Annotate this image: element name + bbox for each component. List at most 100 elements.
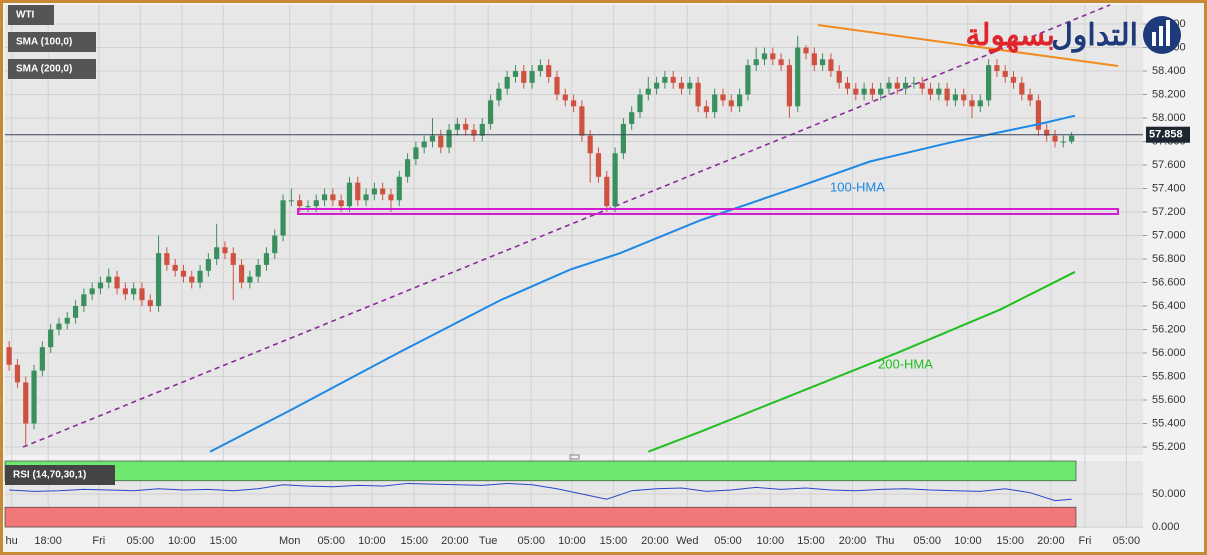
trend-line [22,4,1111,448]
candle-body [305,206,311,208]
x-tick-label: 20:00 [641,535,669,547]
candle-body [645,88,651,95]
x-tick-label: Fri [1078,535,1091,547]
logo-bar [1166,20,1170,46]
candle-body [537,65,543,72]
x-tick-label: 20:00 [441,535,469,547]
candle-body [604,176,610,207]
candle-body [554,76,560,95]
y-tick-label: 55.800 [1152,370,1186,382]
x-tick-label: Fri [92,535,105,547]
y-tick-label: 57.000 [1152,229,1186,241]
candle-body [438,135,444,148]
candle-body [122,288,128,295]
logo-tagline: بسهولة [965,19,1055,53]
grid [5,5,1143,528]
candle-body [869,88,876,95]
x-tick-label: 15:00 [400,535,428,547]
candle-body [878,88,884,95]
logo-bar [1152,32,1156,46]
candle-body [446,129,452,148]
candle-body [736,94,743,107]
candle-body [6,347,12,365]
rsi-bands [4,460,1077,528]
indicator-label: SMA (100,0) [16,37,72,48]
candle-body [753,59,759,66]
candle-body [363,194,369,201]
candle-body [164,253,170,265]
candle-body [861,88,867,95]
support-zone [297,208,1119,215]
candle-body [404,159,411,177]
candle-body [662,76,668,83]
candle-body [421,141,427,148]
x-tick-label: hu [6,535,18,547]
y-tick-label: 57.200 [1152,206,1186,218]
candle-body [463,123,469,130]
candle-body [147,300,153,307]
candle-body [197,270,203,283]
indicator-label: SMA (200,0) [16,64,72,75]
y-tick-label: 58.400 [1152,65,1186,77]
candle-body [496,88,502,101]
candle-body [836,71,842,83]
candle-body [969,100,975,107]
candle-body [712,94,718,113]
indicator-box [8,32,96,52]
candle-body [172,264,178,271]
candle-body [97,282,104,289]
candle-body [936,88,942,95]
candle-body [48,329,54,348]
x-tick-label: 15:00 [797,535,825,547]
candle-body [1027,94,1033,101]
candle-body [504,76,510,89]
y-tick-label: 56.600 [1152,276,1186,288]
candle-body [629,112,635,124]
instrument-label: WTI [16,10,35,21]
candle-body [313,200,319,207]
y-tick-label: 57.400 [1152,182,1186,194]
price-panel [5,5,1143,455]
resistance-line [817,24,1119,67]
candle-body [728,100,734,107]
candle-body [695,82,701,107]
candle-body [1035,100,1042,130]
candle-body [919,82,925,89]
candle-body [844,82,851,89]
candle-body [39,347,45,371]
x-tick-label: 15:00 [996,535,1024,547]
candle-body [14,364,21,383]
candle-body [570,100,577,107]
candle-body [297,200,303,207]
candle-body [56,323,62,330]
logo: التداول بسهولة [965,16,1181,54]
candle-body [952,94,959,101]
x-tick-label: 05:00 [517,535,545,547]
x-tick-label: 05:00 [317,535,345,547]
rsi-label: RSI (14,70,30,1) [13,470,86,481]
x-tick-label: Wed [676,535,698,547]
candle-body [986,65,992,101]
candle-body [31,370,37,424]
candle-body [321,194,328,201]
candle-body [1052,135,1058,142]
x-tick-label: Mon [279,535,300,547]
candle-body [131,288,137,295]
candle-body [853,88,859,95]
candle-body [139,288,145,301]
candle-body [89,288,95,295]
y-tick-label: 58.200 [1152,88,1186,100]
candle-body [977,100,983,107]
candle-body [471,129,477,136]
candle-body [106,276,112,283]
candle-body [927,88,934,95]
candle-body [961,94,967,101]
x-tick-label: 05:00 [1113,535,1141,547]
candle-body [529,71,535,83]
candle-body [429,135,436,142]
candle-body [72,306,79,318]
candle-body [670,76,676,83]
candle-body [222,247,228,254]
candle-body [288,200,294,202]
